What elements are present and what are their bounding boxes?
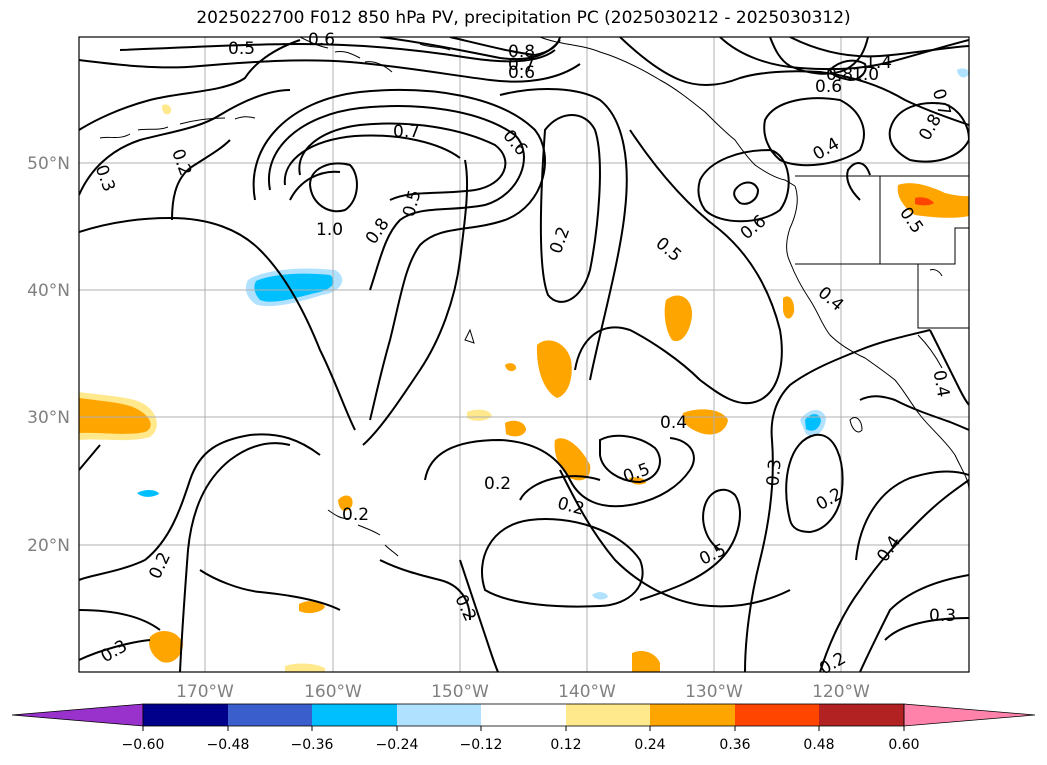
map-area <box>79 37 969 672</box>
contour-label: 0.4 <box>929 369 953 399</box>
colorbar-tick-label: 0.60 <box>888 737 919 753</box>
longitude-labels: 170°W 160°W 150°W 140°W 130°W 120°W <box>176 682 870 702</box>
contour-label: 0.8 <box>362 214 394 248</box>
latitude-label: 40°N <box>27 281 70 301</box>
contour-label: 0.2 <box>167 146 195 178</box>
colorbar-segment <box>481 704 566 726</box>
contour-label: 0.3 <box>98 636 131 667</box>
colorbar-tick-label: 0.12 <box>550 737 581 753</box>
contour-label: 0.8 <box>826 65 853 85</box>
longitude-label: 160°W <box>304 682 362 702</box>
contour-label: 0.6 <box>508 63 535 83</box>
contour-label: 0.7 <box>508 55 535 75</box>
colorbar-over-triangle <box>903 703 1036 727</box>
contour-label: 0.4 <box>873 532 905 566</box>
colorbar-segment <box>143 704 228 726</box>
map-frame <box>78 36 970 673</box>
contour-label: 0.4 <box>660 413 687 433</box>
colorbar-tick-label: 0.48 <box>803 737 834 753</box>
colorbar-tick-label: −0.60 <box>122 737 165 753</box>
colorbar-segment <box>566 704 650 726</box>
latitude-labels: 50°N 40°N 30°N 20°N <box>27 154 70 556</box>
latitude-label: 30°N <box>27 408 70 428</box>
longitude-label: 150°W <box>431 682 489 702</box>
contour-label: 0.2 <box>555 493 586 519</box>
contour-label: 0.5 <box>228 39 255 59</box>
pv-contours <box>79 37 969 672</box>
latitude-label: 50°N <box>27 154 70 174</box>
colorbar-under-triangle <box>11 703 144 727</box>
contour-label: 0.3 <box>763 458 785 487</box>
longitude-label: 170°W <box>176 682 234 702</box>
colorbar-segment <box>735 704 819 726</box>
contour-label: 1.0 <box>316 220 343 240</box>
contour-label: 0.2 <box>145 549 175 582</box>
contour-label: 1.4 <box>865 53 892 73</box>
latitude-label: 20°N <box>27 536 70 556</box>
contour-label: 0.2 <box>546 224 574 256</box>
colorbar-segment <box>397 704 481 726</box>
colorbar-segment <box>819 704 904 726</box>
precip-positive-shading <box>79 104 969 672</box>
contour-label: 0.7 <box>393 122 420 142</box>
longitude-label: 130°W <box>685 682 743 702</box>
contour-label: 0.5 <box>652 233 686 266</box>
colorbar-tick-label: 0.36 <box>719 737 750 753</box>
precip-negative-shading <box>137 68 969 600</box>
colorbar-tick-label: −0.24 <box>376 737 419 753</box>
colorbar-tick-label: −0.48 <box>207 737 250 753</box>
longitude-label: 120°W <box>812 682 870 702</box>
longitude-label: 140°W <box>558 682 616 702</box>
contour-label: 0.4 <box>814 283 848 316</box>
contour-label: 0.2 <box>816 648 849 679</box>
contour-label: 1.0 <box>852 65 879 85</box>
contour-label: 0.6 <box>308 30 335 50</box>
contour-label: 0.5 <box>621 459 653 487</box>
colorbar-segment <box>312 704 397 726</box>
colorbar-segment <box>228 704 312 726</box>
contour-label: 0.2 <box>342 505 369 525</box>
contour-label: 0.8 <box>508 42 535 62</box>
contour-label: 0.5 <box>399 188 425 219</box>
coastlines <box>99 37 969 557</box>
colorbar-tick-label: −0.12 <box>460 737 503 753</box>
colorbar-tick-label: 0.24 <box>634 737 665 753</box>
contour-label: 0.3 <box>91 162 119 194</box>
figure-title: 2025022700 F012 850 hPa PV, precipitatio… <box>196 8 851 28</box>
contour-label: 0.3 <box>929 606 956 626</box>
contour-label: 0.6 <box>737 211 771 244</box>
contour-label: 0.2 <box>484 474 511 494</box>
colorbar-segment <box>650 704 735 726</box>
contour-label: 0.2 <box>450 592 480 625</box>
contour-label: 0.6 <box>815 77 842 97</box>
colorbar-tick-label: −0.36 <box>291 737 334 753</box>
colorbar: −0.60 −0.48 −0.36 −0.24 −0.12 0.12 0.24 … <box>11 703 1036 753</box>
